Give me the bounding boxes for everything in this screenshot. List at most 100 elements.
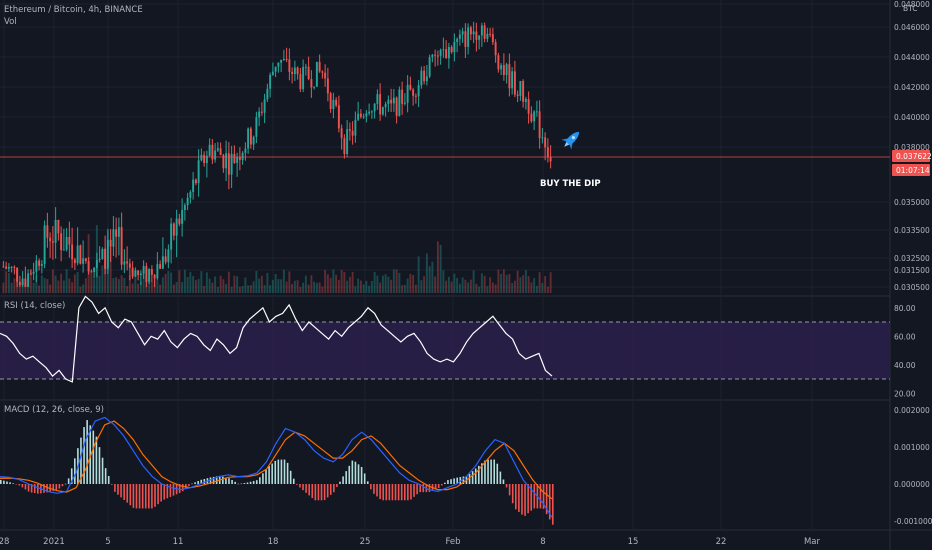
- macd-hist-bar: [493, 459, 496, 484]
- candle-body: [21, 278, 24, 286]
- volume-bar: [533, 278, 536, 293]
- rsi-line[interactable]: [0, 295, 553, 383]
- volume-bar: [90, 270, 93, 293]
- macd-histogram[interactable]: [0, 420, 554, 525]
- volume-bar: [216, 286, 219, 293]
- candle-body: [24, 278, 27, 287]
- volume-bar: [159, 284, 162, 293]
- rsi-label[interactable]: RSI (14, close): [4, 301, 65, 311]
- candle-body: [423, 70, 426, 82]
- macd-hist-bar: [120, 484, 122, 498]
- candle-body: [332, 99, 335, 109]
- candle-body: [211, 144, 214, 160]
- candle-body: [387, 99, 390, 105]
- volume-bar: [513, 280, 516, 293]
- annotation-text[interactable]: BUY THE DIP: [540, 179, 601, 189]
- candle-body: [546, 147, 549, 158]
- candle-body: [491, 34, 494, 43]
- candle-body: [98, 259, 101, 261]
- macd-hist-bar: [101, 457, 104, 484]
- candlestick-series[interactable]: [2, 21, 552, 287]
- candle-body: [379, 94, 382, 115]
- macd-hist-bar: [490, 459, 492, 484]
- volume-bar: [150, 281, 153, 293]
- macd-hist-bar: [49, 484, 51, 492]
- volume-bar: [225, 283, 228, 293]
- candle-body: [260, 111, 263, 113]
- macd-hist-bar: [326, 484, 329, 498]
- macd-hist-bar: [265, 469, 267, 484]
- currency-label: BTC: [903, 4, 918, 13]
- volume-bar: [128, 275, 131, 293]
- volume-bar: [494, 284, 497, 293]
- candle-body: [93, 267, 96, 272]
- candle-body: [247, 128, 250, 149]
- macd-hist-bar: [382, 484, 384, 501]
- volume-bar: [343, 272, 346, 293]
- countdown-badge: [892, 164, 930, 176]
- time-axis[interactable]: 28 2021 5 11 18 25 Feb 8 15 22 Mar: [0, 537, 821, 547]
- macd-hist-bar: [391, 484, 394, 501]
- candle-body: [87, 261, 90, 272]
- volume-bar: [32, 282, 35, 293]
- candle-body: [409, 84, 412, 90]
- macd-hist-bar: [296, 484, 298, 485]
- volume-bar: [491, 282, 494, 293]
- macd-hist-bar: [141, 484, 144, 509]
- volume-bars: [2, 225, 552, 293]
- macd-hist-bar: [123, 484, 125, 500]
- candle-body: [145, 266, 148, 282]
- macd-hist-bar: [447, 480, 449, 484]
- volume-label[interactable]: Vol: [4, 17, 17, 27]
- volume-bar: [412, 274, 415, 293]
- candle-body: [241, 152, 244, 160]
- candle-body: [453, 41, 456, 53]
- macd-hist-bar: [148, 484, 150, 509]
- candle-body: [392, 97, 395, 104]
- volume-bar: [475, 283, 478, 293]
- candle-body: [296, 67, 299, 75]
- candle-body: [189, 191, 192, 198]
- candle-body: [117, 227, 120, 237]
- volume-bar: [51, 269, 54, 293]
- candle-body: [524, 99, 527, 102]
- macd-lines[interactable]: [0, 416, 553, 518]
- price-tick-label: 0.044000: [894, 53, 930, 62]
- rocket-icon[interactable]: [559, 127, 584, 152]
- candle-body: [450, 47, 453, 53]
- candle-body: [214, 150, 217, 160]
- volume-bar: [164, 273, 167, 293]
- price-tick-label: 0.048000: [894, 0, 930, 9]
- macd-hist-bar: [12, 483, 14, 484]
- volume-bar: [73, 274, 76, 293]
- candle-body: [54, 219, 57, 243]
- signal-line[interactable]: [0, 420, 553, 500]
- price-axis[interactable]: 0.048000 0.046000 0.044000 0.042000 0.040000…: [894, 0, 932, 526]
- macd-hist-bar: [21, 484, 24, 488]
- candle-body: [164, 256, 167, 263]
- rsi-series[interactable]: [0, 295, 553, 383]
- volume-bar: [445, 280, 448, 293]
- macd-hist-bar: [58, 484, 61, 489]
- macd-line[interactable]: [0, 416, 553, 518]
- volume-bar: [274, 273, 277, 293]
- macd-label[interactable]: MACD (12, 26, close, 9): [4, 405, 104, 415]
- macd-hist-bar: [135, 484, 138, 509]
- volume-bar: [131, 283, 134, 293]
- macd-hist-bar: [533, 484, 536, 509]
- volume-bar: [60, 273, 63, 293]
- volume-bar: [549, 272, 552, 293]
- candle-body: [271, 71, 274, 75]
- volume-bar: [370, 281, 373, 293]
- candle-body: [307, 66, 310, 80]
- volume-bar: [387, 276, 390, 293]
- symbol-title[interactable]: Ethereum / Bitcoin, 4h, BINANCE: [4, 5, 143, 15]
- volume-bar: [219, 275, 222, 293]
- candle-body: [533, 111, 536, 122]
- volume-bar: [255, 270, 258, 293]
- macd-hist-bar: [403, 484, 406, 501]
- macd-hist-bar: [262, 473, 264, 484]
- time-tick-label: 8: [540, 537, 545, 547]
